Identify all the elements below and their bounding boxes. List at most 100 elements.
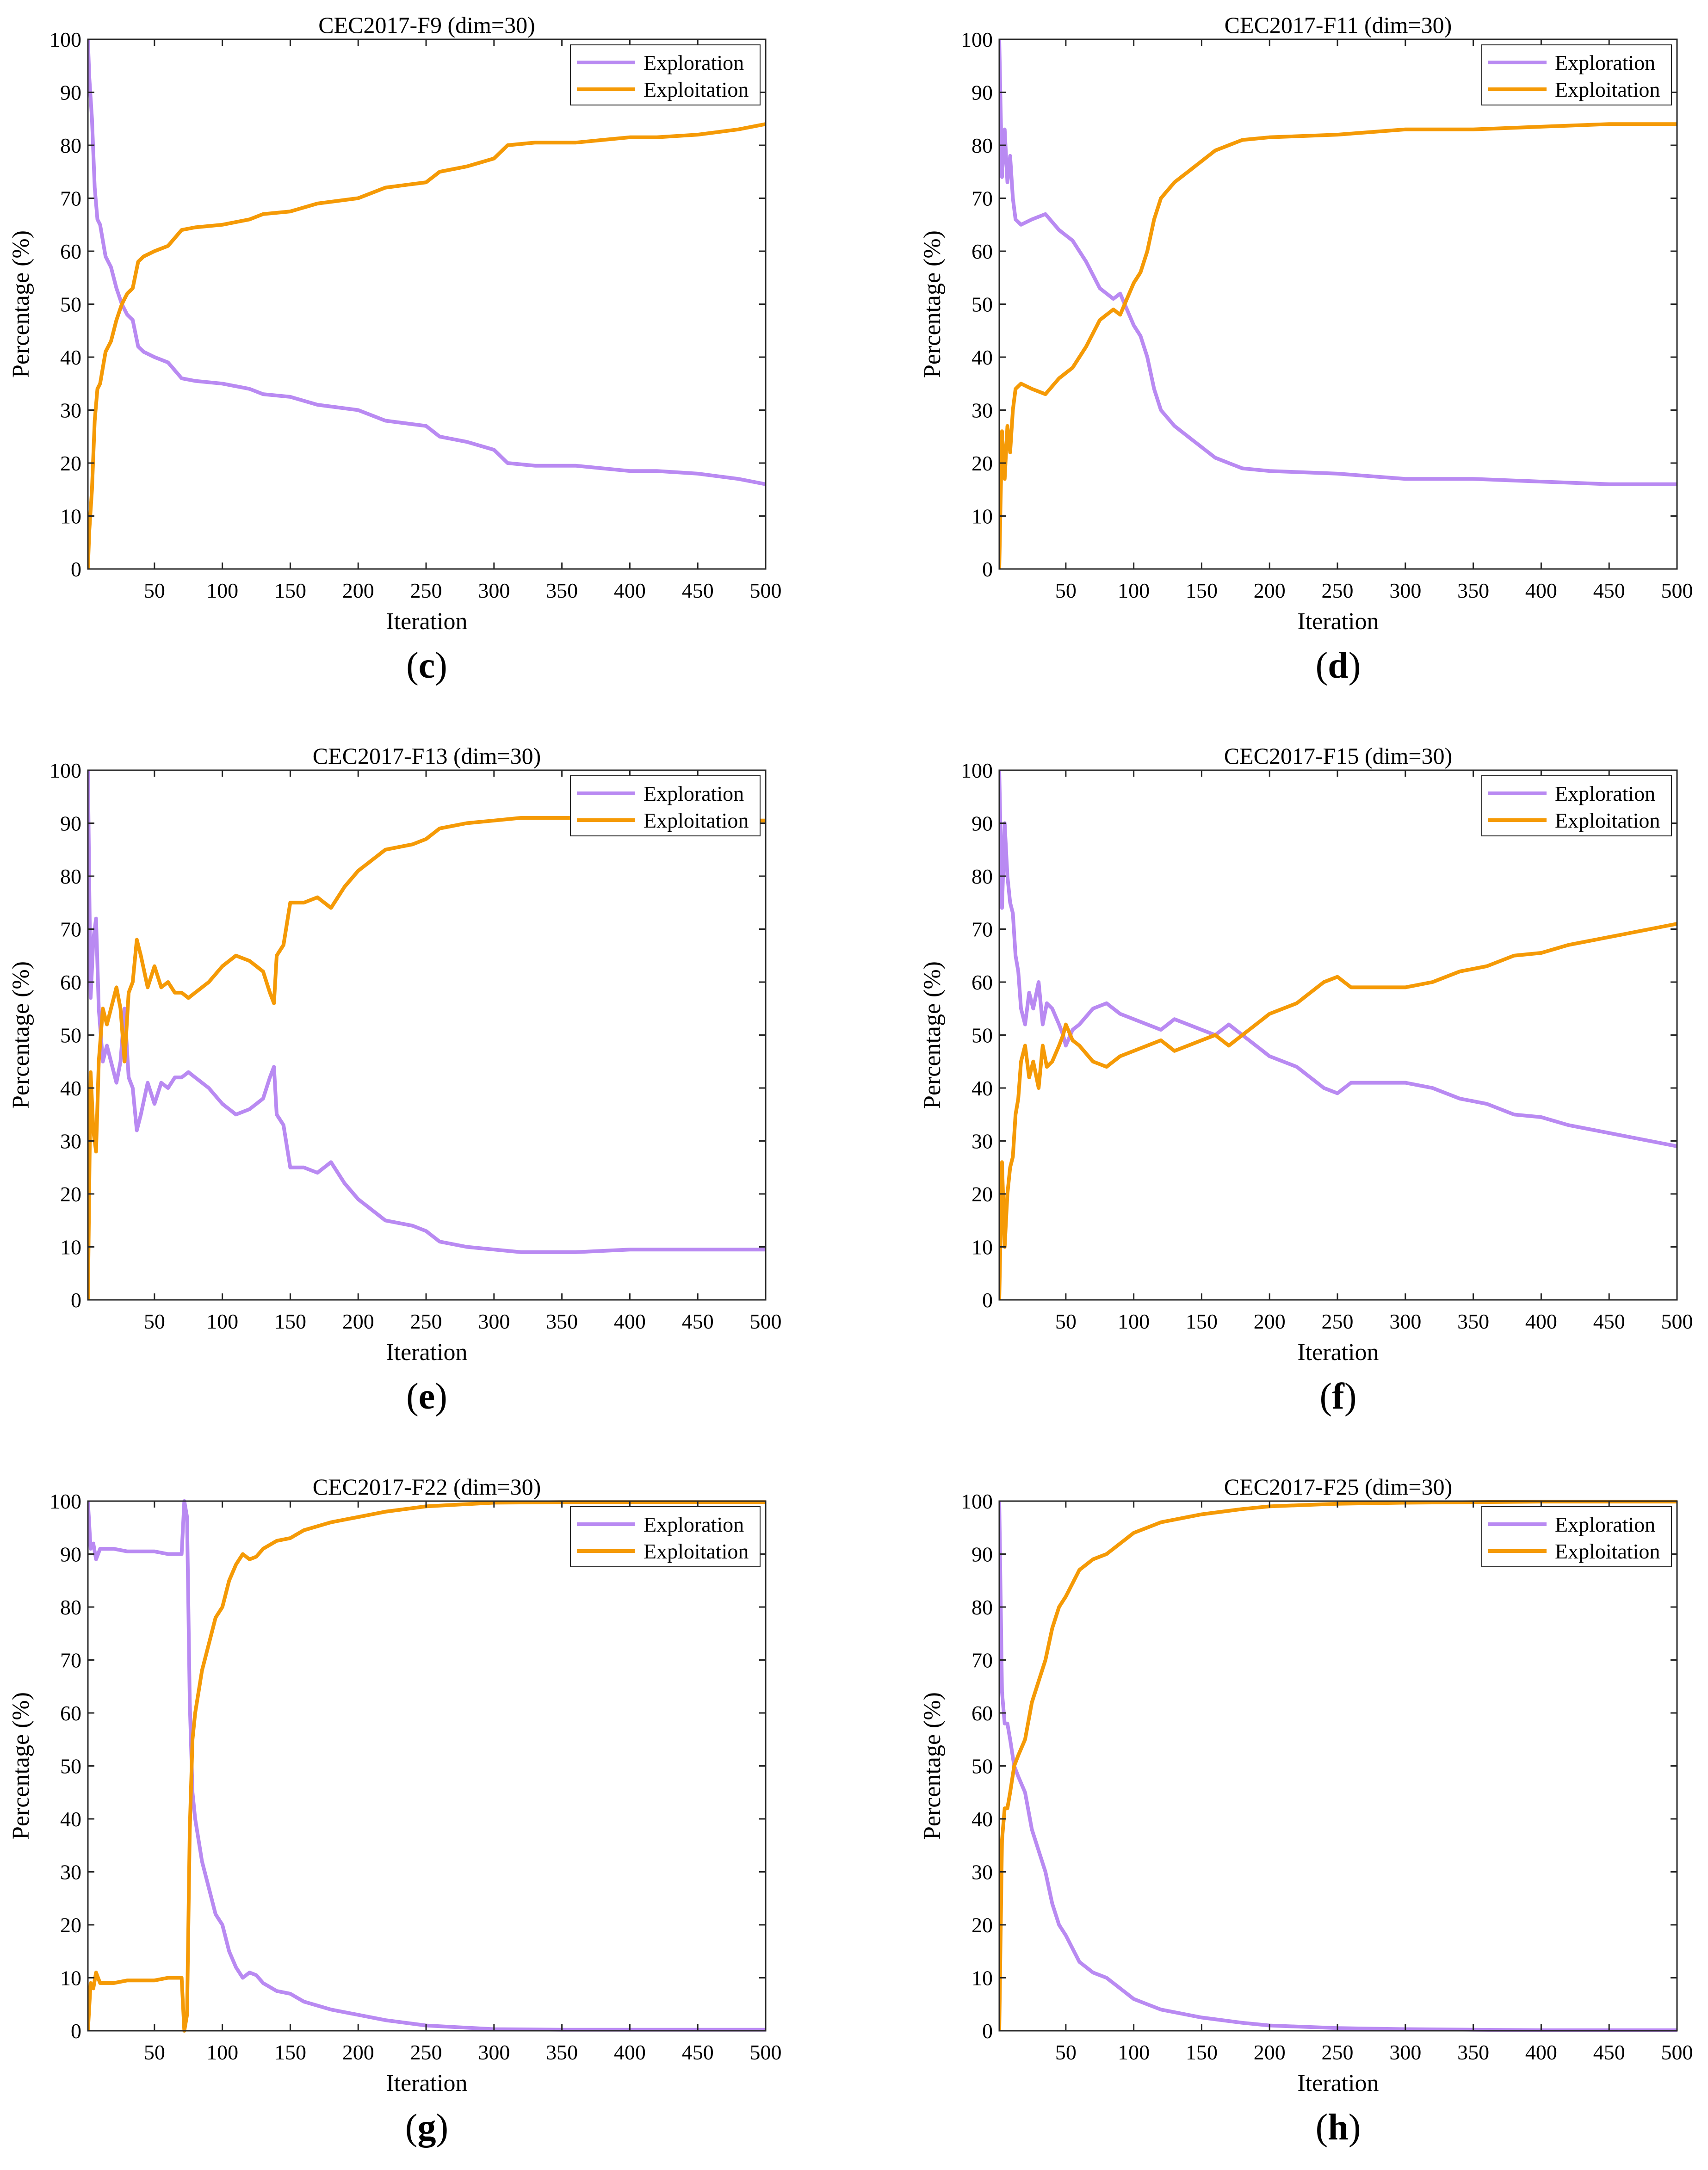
y-tick-label: 0: [71, 557, 81, 581]
legend-label-exploration: Exploration: [644, 1513, 744, 1536]
x-tick-label: 300: [478, 579, 510, 602]
y-tick-label: 60: [972, 240, 993, 263]
x-axis-label: Iteration: [386, 608, 467, 635]
series-line-exploration: [999, 39, 1677, 486]
x-tick-label: 50: [144, 1310, 165, 1333]
x-tick-label: 400: [1525, 579, 1557, 602]
x-tick-label: 150: [1186, 579, 1218, 602]
x-tick-label: 50: [1055, 1310, 1077, 1333]
y-tick-label: 60: [60, 1701, 81, 1725]
y-tick-label: 70: [60, 918, 81, 941]
y-tick-label: 20: [60, 451, 81, 475]
x-tick-label: 450: [682, 579, 714, 602]
x-tick-label: 150: [274, 2040, 306, 2064]
series-line-exploration: [88, 39, 766, 486]
x-tick-label: 50: [144, 2040, 165, 2064]
legend: Exploration Exploitation: [1481, 775, 1672, 836]
y-tick-label: 90: [60, 81, 81, 105]
legend-box: [570, 1506, 761, 1567]
plot-area: [87, 769, 767, 1301]
x-tick-label: 500: [1661, 1310, 1693, 1333]
y-tick-label: 10: [972, 505, 993, 528]
y-tick-label: 90: [60, 1543, 81, 1566]
y-tick-label: 30: [972, 1861, 993, 1884]
y-tick-label: 30: [60, 1861, 81, 1884]
y-tick-label: 100: [50, 759, 81, 782]
x-tick-label: 400: [1525, 2040, 1557, 2064]
x-tick-label: 400: [614, 2040, 646, 2064]
x-tick-label: 50: [1055, 2040, 1077, 2064]
y-tick-label: 70: [972, 918, 993, 941]
x-tick-label: 50: [144, 579, 165, 602]
x-tick-label: 400: [614, 1310, 646, 1333]
x-tick-label: 200: [1254, 1310, 1286, 1333]
x-tick-label: 500: [750, 579, 782, 602]
x-tick-label: 400: [614, 579, 646, 602]
y-tick-label: 50: [60, 1755, 81, 1778]
chart-title: CEC2017-F15 (dim=30): [1224, 743, 1452, 769]
panel-letter: g: [418, 2107, 436, 2148]
y-axis-label: Percentage (%): [8, 961, 34, 1109]
x-tick-label: 200: [342, 579, 374, 602]
x-tick-label: 200: [342, 2040, 374, 2064]
series-line-exploitation: [999, 922, 1677, 1300]
y-tick-label: 100: [961, 759, 993, 782]
x-tick-label: 250: [410, 579, 442, 602]
y-tick-label: 80: [972, 1595, 993, 1619]
panel-caption: (e): [406, 1376, 447, 1417]
y-tick-label: 20: [972, 1913, 993, 1937]
y-tick-label: 0: [982, 2019, 993, 2043]
x-tick-label: 300: [1389, 1310, 1421, 1333]
y-tick-label: 30: [60, 1130, 81, 1153]
y-tick-label: 90: [972, 1543, 993, 1566]
y-tick-label: 50: [972, 1024, 993, 1047]
x-tick-label: 100: [206, 579, 238, 602]
x-tick-label: 400: [1525, 1310, 1557, 1333]
y-axis-label: Percentage (%): [919, 1692, 946, 1840]
y-tick-label: 70: [60, 187, 81, 210]
y-tick-label: 90: [972, 812, 993, 835]
panel-letter: e: [419, 1376, 435, 1417]
x-tick-label: 150: [274, 1310, 306, 1333]
x-tick-label: 500: [750, 1310, 782, 1333]
x-tick-label: 100: [1118, 579, 1150, 602]
x-tick-label: 350: [546, 579, 578, 602]
y-tick-label: 40: [60, 1807, 81, 1831]
x-tick-label: 500: [1661, 2040, 1693, 2064]
y-tick-label: 30: [972, 1130, 993, 1153]
x-tick-label: 100: [1118, 2040, 1150, 2064]
legend: Exploration Exploitation: [570, 1506, 761, 1567]
legend-label-exploitation: Exploitation: [644, 809, 749, 832]
x-tick-label: 300: [1389, 2040, 1421, 2064]
y-tick-label: 40: [60, 1076, 81, 1100]
y-tick-label: 80: [972, 134, 993, 157]
y-tick-label: 10: [60, 1236, 81, 1259]
x-tick-label: 250: [1322, 2040, 1354, 2064]
y-tick-label: 0: [71, 1288, 81, 1312]
x-tick-label: 200: [342, 1310, 374, 1333]
x-tick-label: 50: [1055, 579, 1077, 602]
x-tick-label: 250: [1322, 1310, 1354, 1333]
panel-letter: c: [419, 645, 435, 686]
y-tick-label: 60: [972, 971, 993, 994]
y-tick-label: 0: [982, 1288, 993, 1312]
y-tick-label: 20: [60, 1182, 81, 1206]
legend: Exploration Exploitation: [570, 775, 761, 836]
x-tick-label: 100: [206, 1310, 238, 1333]
y-tick-label: 50: [972, 293, 993, 316]
panel-letter: f: [1332, 1376, 1345, 1417]
y-tick-label: 10: [972, 1966, 993, 1990]
x-tick-label: 300: [478, 1310, 510, 1333]
y-tick-label: 50: [60, 1024, 81, 1047]
y-tick-label: 70: [972, 187, 993, 210]
y-tick-label: 20: [972, 451, 993, 475]
y-tick-label: 40: [60, 346, 81, 369]
x-tick-label: 100: [206, 2040, 238, 2064]
x-tick-label: 350: [546, 1310, 578, 1333]
legend-label-exploitation: Exploitation: [644, 1539, 749, 1563]
chart-f: CEC2017-F15 (dim=30)50 100 150 200 250 300 350…: [919, 743, 1693, 1417]
chart-g: CEC2017-F22 (dim=30)50 100 150 200 250 300 350…: [8, 1474, 782, 2148]
legend: Exploration Exploitation: [1481, 1506, 1672, 1567]
y-tick-label: 80: [60, 1595, 81, 1619]
y-tick-label: 70: [60, 1649, 81, 1672]
